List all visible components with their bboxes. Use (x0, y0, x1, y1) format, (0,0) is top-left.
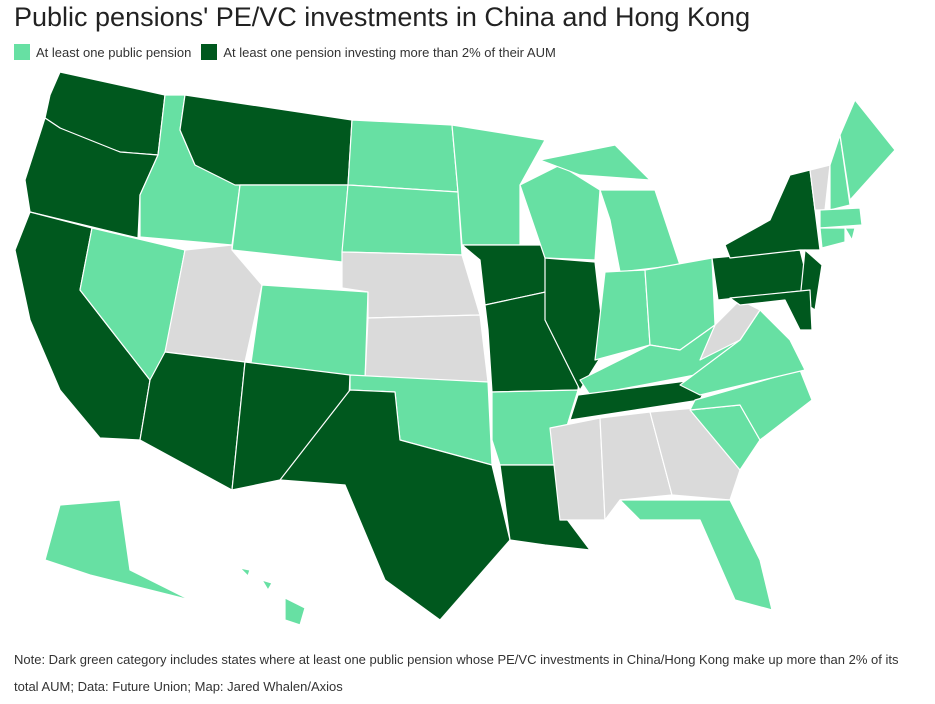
state (729, 289, 813, 331)
state (844, 227, 856, 241)
legend-swatch (201, 44, 218, 60)
state (829, 134, 851, 211)
legend-label: At least one public pension (36, 44, 192, 60)
legend-swatch (14, 44, 30, 60)
state (261, 579, 273, 591)
state (599, 411, 673, 521)
title: Public pensions' PE/VC investments in Ch… (14, 2, 751, 32)
state (549, 417, 606, 521)
state (139, 351, 246, 491)
state (544, 257, 606, 391)
state (279, 389, 511, 621)
state (699, 299, 761, 361)
state (341, 184, 463, 256)
state (839, 99, 896, 201)
state (231, 184, 349, 263)
legend-item: At least one public pension (14, 44, 191, 60)
state (284, 597, 306, 626)
state (724, 169, 821, 259)
state (519, 164, 601, 261)
state (819, 207, 863, 229)
state (347, 119, 459, 193)
state (364, 314, 489, 383)
state (44, 499, 191, 601)
legend-label: At least one pension investing more than… (223, 44, 556, 60)
note: Note: Dark green category includes state… (14, 652, 899, 694)
legend: At least one public pension At least one… (14, 44, 556, 60)
state (649, 407, 741, 501)
state (594, 269, 651, 361)
state (819, 227, 846, 249)
state (539, 144, 651, 181)
state (619, 499, 773, 611)
legend-item: At least one pension investing more than… (201, 44, 556, 60)
state (239, 567, 251, 577)
state (599, 189, 681, 273)
